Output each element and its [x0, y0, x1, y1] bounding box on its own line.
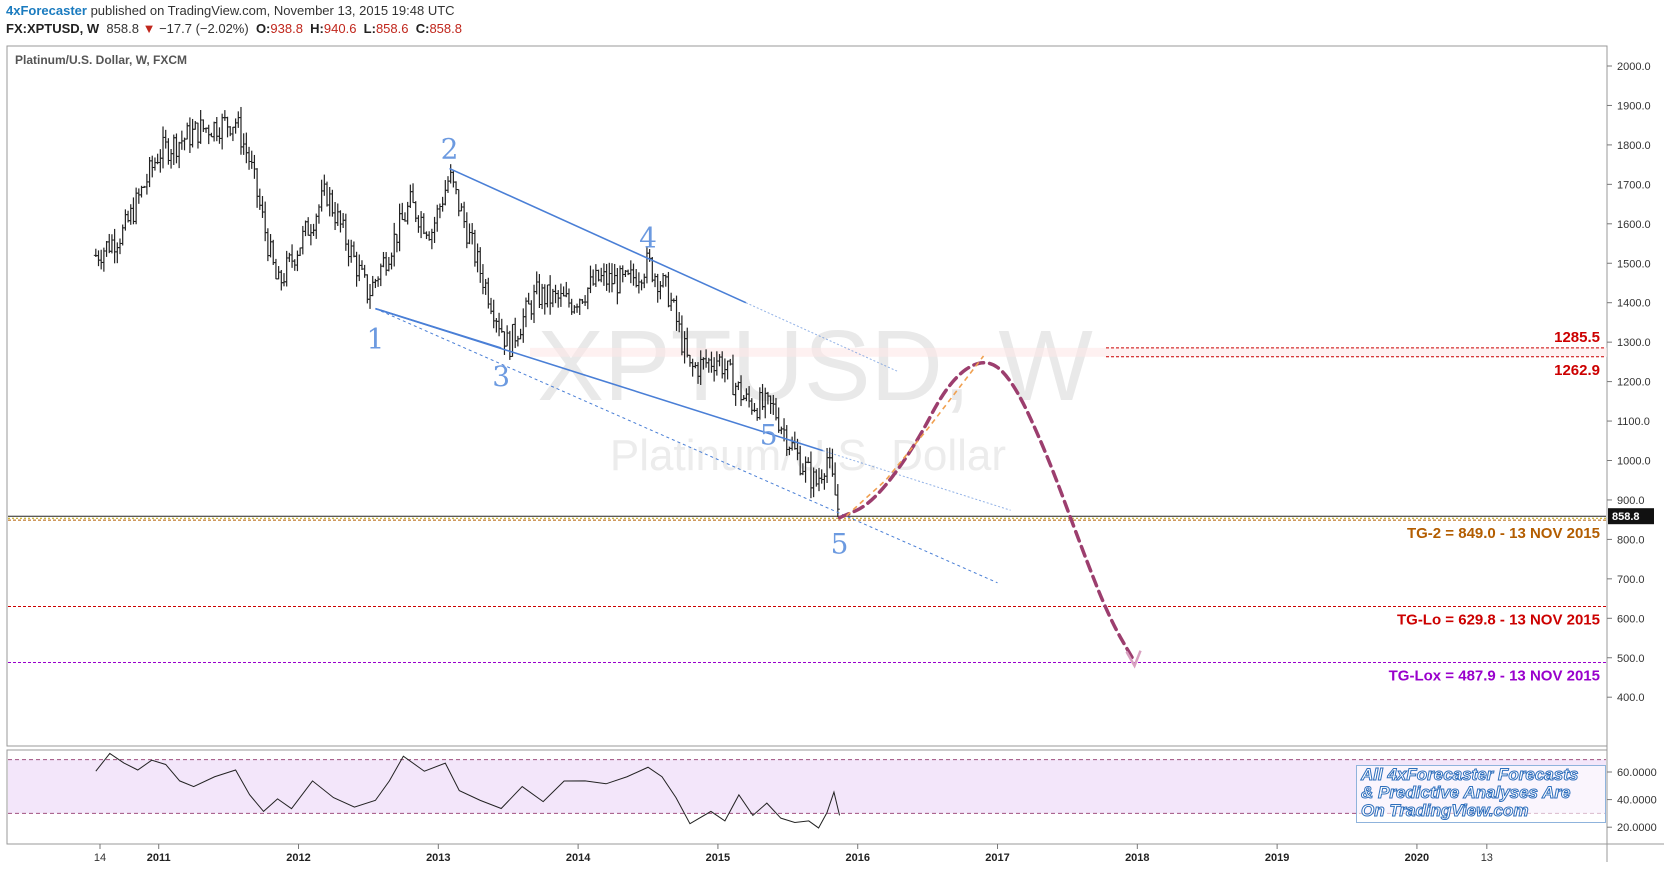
y-tick-label: 1700.0 [1617, 179, 1651, 191]
x-tick-label: 14 [94, 852, 106, 864]
level-label: TG-Lo = 629.8 - 13 NOV 2015 [1397, 612, 1600, 629]
channel-line [449, 167, 747, 304]
watermark-name: Platinum/U.S. Dollar [610, 431, 1006, 480]
x-tick-label: 2011 [147, 852, 171, 864]
channel-line-1-3 [375, 307, 502, 349]
oscillator-line [95, 752, 841, 829]
open-value: 938.8 [270, 21, 303, 36]
watermark-symbol: XPTUSD, W [537, 310, 1093, 422]
x-tick-label: 2019 [1265, 852, 1289, 864]
y-tick-label: 500.0 [1617, 653, 1645, 665]
wave-label: 2 [441, 133, 459, 166]
y-tick-label: 2000.0 [1617, 61, 1651, 73]
y-tick-label: 1900.0 [1617, 100, 1651, 112]
publisher-link[interactable]: 4xForecaster [6, 3, 87, 18]
y-tick-label: 900.0 [1617, 495, 1645, 507]
price-bars [93, 106, 840, 517]
level-label: 1262.9 [1554, 362, 1600, 379]
chart-canvas[interactable]: XPTUSD, W Platinum/U.S. Dollar Platinum/… [0, 40, 1664, 876]
forecast-path-line [837, 361, 1137, 664]
price-axis[interactable]: 2000.0 1900.0 1800.0 1700.0 1600.0 1500.0 1400… [1607, 61, 1651, 704]
orange-path-line [845, 355, 985, 517]
y-tick-label: 1000.0 [1617, 456, 1651, 468]
wave-label: 5 [831, 528, 849, 561]
promo-line-3: On TradingView.com [1361, 801, 1530, 820]
watermark: XPTUSD, W Platinum/U.S. Dollar [537, 310, 1093, 480]
osc-tick-label: 40.0000 [1617, 795, 1657, 807]
y-tick-label: 700.0 [1617, 574, 1645, 586]
wave-label: 4 [639, 221, 657, 254]
promo-line-1: All 4xForecaster Forecasts [1361, 765, 1579, 784]
oscillator-band [8, 759, 1606, 814]
y-tick-label: 1400.0 [1617, 298, 1651, 310]
y-tick-label: 800.0 [1617, 534, 1645, 546]
forecast-paths [837, 355, 1142, 669]
high-value: 940.6 [323, 21, 357, 36]
x-tick-label: 2012 [286, 852, 310, 864]
last-price-label: 858.8 [1612, 511, 1640, 523]
level-label: TG-2 = 849.0 - 13 NOV 2015 [1407, 525, 1600, 542]
last-price-marker: 858.8 [1608, 508, 1654, 525]
main-pane[interactable] [6, 45, 1608, 747]
x-tick-label: 2013 [426, 852, 450, 864]
last-price: 858.8 [106, 21, 139, 36]
price-change: −17.7 (−2.02%) [159, 21, 249, 36]
oscillator-axis: 60.0000 40.0000 20.0000 [8, 759, 1657, 834]
chart-header: 4xForecaster published on TradingView.co… [0, 0, 1664, 40]
published-text: published on TradingView.com, November 1… [86, 3, 455, 18]
time-axis[interactable]: 14 2011 2012 2013 2014 2015 2016 2017 2018 2019 20… [94, 844, 1493, 864]
y-tick-label: 1600.0 [1617, 219, 1651, 231]
panel-title: Platinum/U.S. Dollar, W, FXCM [15, 53, 187, 67]
x-tick-label: 2017 [985, 852, 1009, 864]
open-label: O: [255, 21, 271, 36]
x-tick-label: 2014 [566, 852, 591, 864]
y-tick-label: 1100.0 [1617, 416, 1650, 428]
x-tick-label: 2018 [1125, 852, 1149, 864]
wave-label: 5 [760, 419, 778, 452]
x-tick-label: 2016 [845, 852, 869, 864]
close-label: C: [415, 21, 430, 36]
close-value: 858.8 [429, 21, 462, 36]
y-tick-label: 1300.0 [1617, 337, 1651, 349]
forecast-arrow-icon [1125, 650, 1142, 669]
symbol-label[interactable]: FX:XPTUSD, W [6, 21, 100, 36]
osc-tick-label: 20.0000 [1617, 822, 1657, 834]
x-tick-label: 2020 [1405, 852, 1429, 864]
y-tick-label: 400.0 [1617, 692, 1645, 704]
x-tick-label: 13 [1481, 852, 1493, 864]
level-label: 1285.5 [1554, 329, 1600, 346]
oscillator [95, 752, 841, 829]
wave-labels: 1 2 3 4 5 5 [366, 133, 848, 561]
y-tick-label: 600.0 [1617, 613, 1645, 625]
high-label: H: [310, 21, 324, 36]
y-tick-label: 1500.0 [1617, 258, 1651, 270]
wave-channel [375, 167, 1011, 584]
resistance-zone [530, 347, 1607, 357]
target-levels: 1285.5 1262.9 TG-2 = 849.0 - 13 NOV 2015 TG… [8, 329, 1607, 685]
down-arrow-icon: ▼ [142, 21, 156, 36]
x-tick-label: 2015 [706, 852, 730, 864]
y-tick-label: 1200.0 [1617, 377, 1651, 389]
promo-box[interactable]: All 4xForecaster Forecasts & Predictive … [1356, 765, 1606, 823]
ohlc-line: FX:XPTUSD, W 858.8 ▼ −17.7 (−2.02%) O:93… [6, 21, 462, 36]
low-label: L: [363, 21, 376, 36]
promo-line-2: & Predictive Analyses Are [1361, 783, 1571, 802]
wave-label: 3 [492, 360, 510, 393]
last-price-box [1608, 508, 1654, 525]
osc-tick-label: 60.0000 [1617, 767, 1657, 779]
channel-extension [822, 450, 1011, 511]
channel-lower-extension [375, 308, 998, 584]
wave-label: 1 [366, 323, 384, 356]
publish-line: 4xForecaster published on TradingView.co… [6, 3, 455, 18]
low-value: 858.6 [375, 21, 409, 36]
level-label: TG-Lox = 487.9 - 13 NOV 2015 [1389, 668, 1600, 685]
y-tick-label: 1800.0 [1617, 140, 1651, 152]
